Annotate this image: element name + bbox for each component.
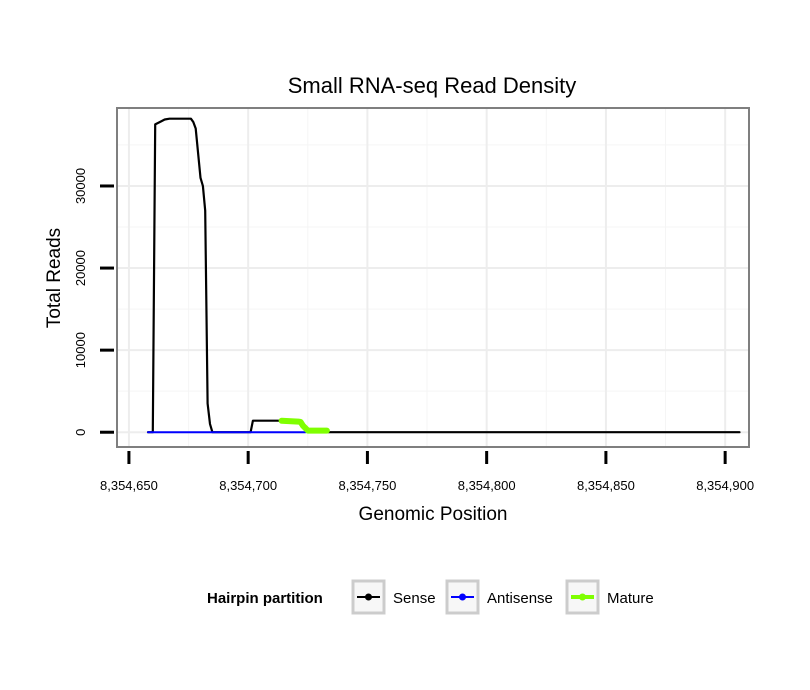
x-tick-label: 8,354,800	[458, 478, 516, 493]
y-tick-label: 20000	[73, 250, 88, 286]
x-tick-label: 8,354,650	[100, 478, 158, 493]
x-axis-title: Genomic Position	[359, 504, 508, 525]
x-tick-label: 8,354,700	[219, 478, 277, 493]
y-tick-label: 10000	[73, 332, 88, 368]
series-line-sense	[146, 117, 741, 434]
legend-label: Mature	[607, 590, 654, 607]
legend-label: Antisense	[487, 590, 553, 607]
legend-item-sense: Sense	[351, 579, 436, 615]
y-tick-label: 0	[73, 429, 88, 436]
legend-label: Sense	[393, 590, 436, 607]
y-tick-label: 30000	[73, 168, 88, 204]
x-tick-label: 8,354,900	[696, 478, 754, 493]
legend-key-point	[365, 593, 372, 601]
grid-lines	[117, 108, 749, 447]
plot-panel-border	[116, 107, 750, 448]
y-axis-title: Total Reads	[44, 228, 65, 328]
legend-item-mature: Mature	[565, 579, 654, 615]
axes: 8,354,650 8,354,700 8,354,750 8,354,800 8,35…	[73, 168, 754, 493]
x-tick-label: 8,354,750	[338, 478, 396, 493]
series-lines	[146, 117, 741, 434]
series-line-mature	[278, 417, 330, 434]
legend: Hairpin partition Sense Antisense Mature	[207, 579, 654, 615]
legend-title: Hairpin partition	[207, 590, 323, 607]
x-tick-label: 8,354,850	[577, 478, 635, 493]
legend-key-point	[579, 593, 586, 601]
legend-key-point	[459, 593, 466, 601]
legend-item-antisense: Antisense	[445, 579, 553, 615]
chart-title: Small RNA-seq Read Density	[288, 73, 577, 98]
